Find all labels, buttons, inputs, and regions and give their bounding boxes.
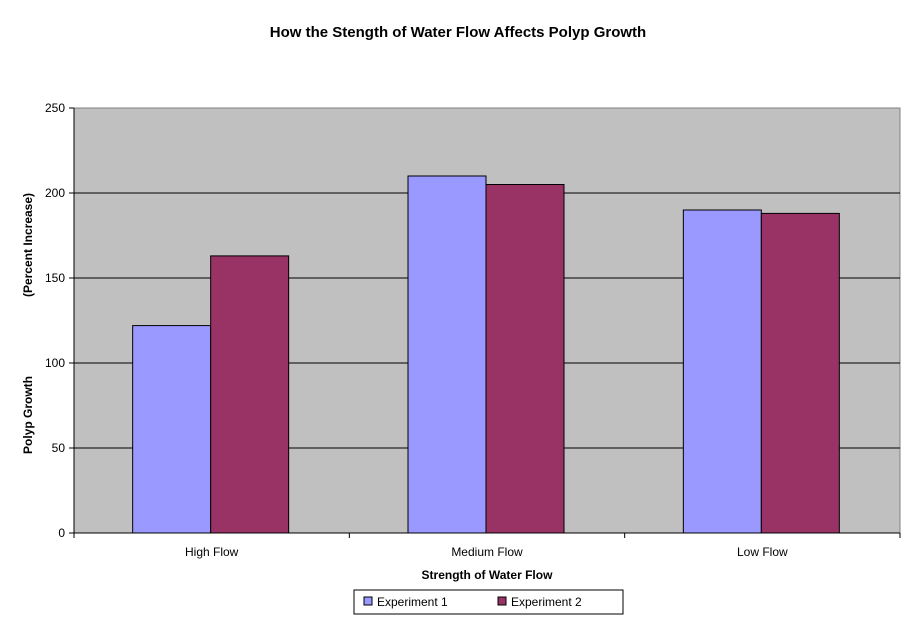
y-tick-label: 0 xyxy=(58,526,65,540)
y-tick-label: 50 xyxy=(52,441,66,455)
legend-box xyxy=(353,589,624,615)
x-axis-title: Strength of Water Flow xyxy=(422,568,554,582)
legend-swatch xyxy=(363,596,373,606)
legend-label: Experiment 1 xyxy=(377,595,448,609)
y-axis: 0 50 100 150 200 250 xyxy=(45,101,75,540)
bar-experiment-1-high-flow xyxy=(132,325,212,534)
bars xyxy=(132,175,840,534)
y-axis-title: Polyp Growth (Percent Increase) xyxy=(21,193,35,454)
bar-experiment-2-high-flow xyxy=(210,255,290,534)
legend-label: Experiment 2 xyxy=(511,595,582,609)
legend: Experiment 1 Experiment 2 xyxy=(353,589,624,615)
y-tick-label: 150 xyxy=(45,271,65,285)
y-axis-title-line2: (Percent Increase) xyxy=(21,193,35,297)
chart-title: How the Stength of Water Flow Affects Po… xyxy=(270,24,646,41)
x-tick-label: Medium Flow xyxy=(451,545,523,559)
x-tick-label: High Flow xyxy=(185,545,239,559)
y-tick-label: 200 xyxy=(45,186,65,200)
y-tick-label: 100 xyxy=(45,356,65,370)
x-axis: High Flow Medium Flow Low Flow xyxy=(73,532,901,559)
y-tick-label: 250 xyxy=(45,101,65,115)
bar-experiment-2-medium-flow xyxy=(485,184,565,534)
bar-experiment-1-low-flow xyxy=(682,209,762,534)
y-axis-title-line1: Polyp Growth xyxy=(21,376,35,454)
x-tick-label: Low Flow xyxy=(737,545,788,559)
legend-swatch xyxy=(497,596,507,606)
bar-experiment-2-low-flow xyxy=(760,212,840,534)
bar-experiment-1-medium-flow xyxy=(407,175,487,534)
